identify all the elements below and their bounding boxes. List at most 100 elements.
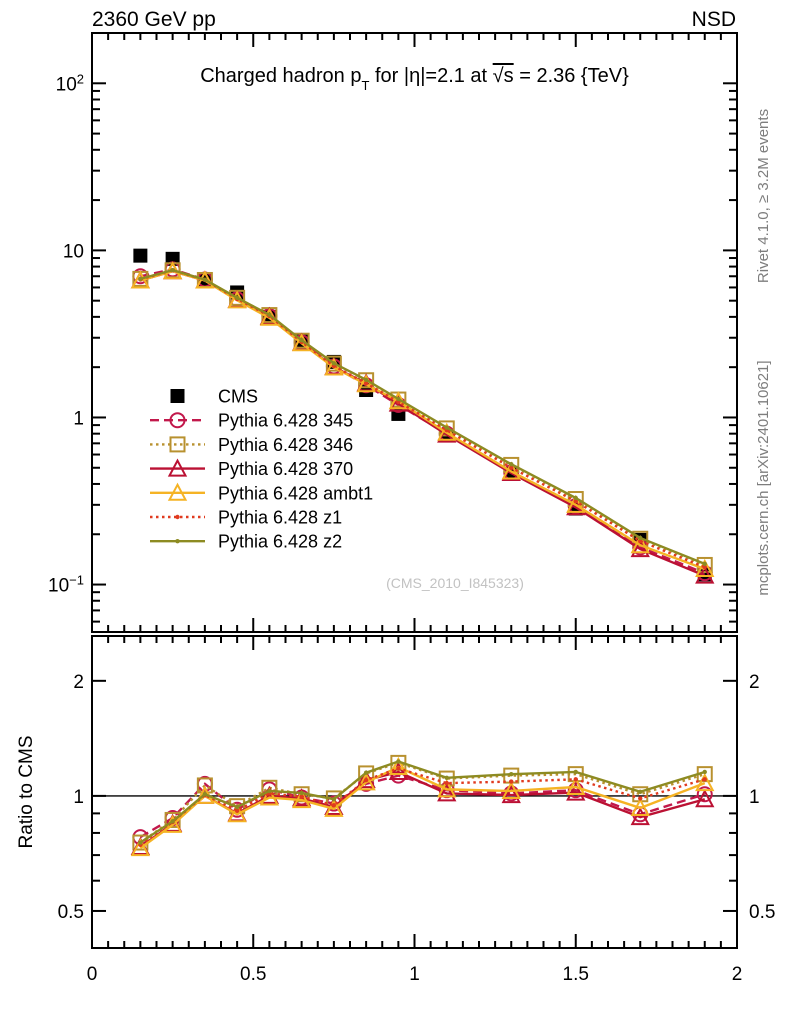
data-marker xyxy=(437,779,457,798)
data-marker xyxy=(630,538,650,558)
legend-item-0[interactable]: CMS xyxy=(170,387,259,407)
legend-item-1[interactable]: Pythia 6.428 345 xyxy=(150,411,353,431)
data-marker xyxy=(299,790,304,796)
data-marker xyxy=(130,270,151,289)
data-marker xyxy=(638,535,643,541)
xtick-label: 2 xyxy=(732,964,743,985)
data-marker xyxy=(509,465,514,470)
data-marker xyxy=(170,389,185,403)
data-marker xyxy=(509,779,514,784)
data-marker xyxy=(170,267,175,273)
data-marker xyxy=(331,797,337,802)
ratio-series-3 xyxy=(130,756,715,857)
data-marker xyxy=(702,565,707,570)
data-marker xyxy=(695,558,715,577)
data-marker xyxy=(202,277,208,282)
data-marker xyxy=(573,499,578,504)
data-marker xyxy=(363,770,369,775)
data-marker xyxy=(169,412,186,429)
ratio-ytick-label-right: 2 xyxy=(749,672,760,693)
data-marker xyxy=(573,495,578,501)
data-marker xyxy=(630,806,650,826)
ratio-series-line xyxy=(139,767,706,846)
upper-ytick-label: 10−1 xyxy=(48,572,84,597)
data-marker xyxy=(363,381,369,386)
data-marker xyxy=(234,804,240,810)
data-marker xyxy=(702,769,707,775)
data-marker xyxy=(444,780,449,786)
legend-item-6[interactable]: Pythia 6.428 z2 xyxy=(150,532,342,552)
xtick-label: 0 xyxy=(87,964,98,985)
series-6 xyxy=(138,267,707,567)
legend-label: Pythia 6.428 346 xyxy=(218,435,353,455)
xtick-label: 0.5 xyxy=(240,964,266,985)
xtick-label: 1.5 xyxy=(563,964,589,985)
legend-label: Pythia 6.428 345 xyxy=(218,411,353,431)
data-marker xyxy=(696,786,713,803)
data-marker xyxy=(175,514,180,520)
data-marker xyxy=(444,775,449,781)
legend-label: Pythia 6.428 370 xyxy=(218,459,353,479)
ratio-series-line xyxy=(139,765,706,850)
data-marker xyxy=(133,248,148,263)
data-marker xyxy=(509,771,514,777)
data-marker xyxy=(638,796,643,801)
data-marker xyxy=(138,276,143,282)
data-marker xyxy=(437,783,457,802)
data-marker xyxy=(566,782,586,801)
ratio-series-line xyxy=(139,760,706,844)
data-marker xyxy=(501,780,521,799)
data-marker xyxy=(509,462,514,467)
data-marker xyxy=(444,425,449,430)
legend-item-3[interactable]: Pythia 6.428 370 xyxy=(150,458,353,479)
data-marker xyxy=(234,808,240,813)
data-marker xyxy=(388,761,409,780)
legend-item-5[interactable]: Pythia 6.428 z1 xyxy=(150,508,342,528)
upper-ytick-label: 10 xyxy=(63,241,84,262)
legend-label: Pythia 6.428 ambt1 xyxy=(218,483,373,503)
data-marker xyxy=(396,766,401,771)
ratio-series-5 xyxy=(138,759,707,845)
data-marker xyxy=(695,789,715,808)
legend-label: Pythia 6.428 z2 xyxy=(218,532,342,552)
data-marker xyxy=(170,819,175,824)
ratio-ytick-label-left: 1 xyxy=(73,787,84,808)
data-marker xyxy=(267,312,272,317)
data-marker xyxy=(259,787,280,806)
data-marker xyxy=(299,338,304,343)
data-marker xyxy=(291,789,312,809)
ratio-series-0 xyxy=(132,767,713,846)
ratio-ytick-label-left: 0.5 xyxy=(58,902,84,923)
data-marker xyxy=(363,377,369,383)
data-marker xyxy=(138,840,143,845)
data-marker xyxy=(702,561,707,567)
upper-series-group xyxy=(130,248,715,584)
ratio-ytick-label-right: 1 xyxy=(749,787,760,808)
legend-label: Pythia 6.428 z1 xyxy=(218,508,342,528)
data-marker xyxy=(363,777,369,783)
ratio-ytick-label-left: 2 xyxy=(73,672,84,693)
data-marker xyxy=(130,838,151,857)
data-marker xyxy=(331,361,337,366)
data-marker xyxy=(324,798,344,817)
data-marker xyxy=(501,784,521,804)
legend-item-4[interactable]: Pythia 6.428 ambt1 xyxy=(150,482,373,503)
data-marker xyxy=(195,270,215,289)
legend-item-2[interactable]: Pythia 6.428 346 xyxy=(150,435,353,455)
data-marker xyxy=(331,803,337,808)
data-marker xyxy=(202,792,208,797)
data-marker xyxy=(227,804,247,823)
data-marker xyxy=(702,777,707,782)
data-marker xyxy=(396,759,401,764)
data-marker xyxy=(324,357,344,376)
side-label-mcplots: mcplots.cern.ch [arXiv:2401.10621] xyxy=(755,360,772,595)
data-marker xyxy=(299,794,304,799)
ratio-series-group xyxy=(130,754,715,857)
data-marker xyxy=(167,482,188,501)
data-marker xyxy=(638,538,643,544)
data-marker xyxy=(695,772,715,792)
data-marker xyxy=(234,295,240,301)
data-marker xyxy=(437,422,457,441)
